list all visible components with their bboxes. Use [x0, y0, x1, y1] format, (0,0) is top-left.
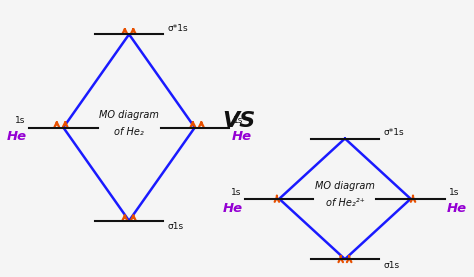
Text: 1s: 1s — [231, 188, 241, 197]
Text: He: He — [231, 130, 251, 143]
Text: 1s: 1s — [15, 116, 26, 125]
Text: σ1s: σ1s — [168, 222, 184, 231]
Text: of He₂: of He₂ — [114, 127, 144, 137]
Text: of He₂²⁺: of He₂²⁺ — [326, 198, 365, 208]
Text: He: He — [7, 130, 27, 143]
Text: 1s: 1s — [448, 188, 459, 197]
Text: MO diagram: MO diagram — [315, 181, 375, 191]
Text: VS: VS — [223, 111, 256, 131]
Text: MO diagram: MO diagram — [99, 110, 159, 120]
Text: σ1s: σ1s — [384, 261, 400, 270]
Text: σ*1s: σ*1s — [384, 128, 404, 137]
Text: σ*1s: σ*1s — [168, 24, 189, 33]
Text: He: He — [447, 202, 467, 215]
Text: 1s: 1s — [233, 116, 243, 125]
Text: He: He — [223, 202, 243, 215]
